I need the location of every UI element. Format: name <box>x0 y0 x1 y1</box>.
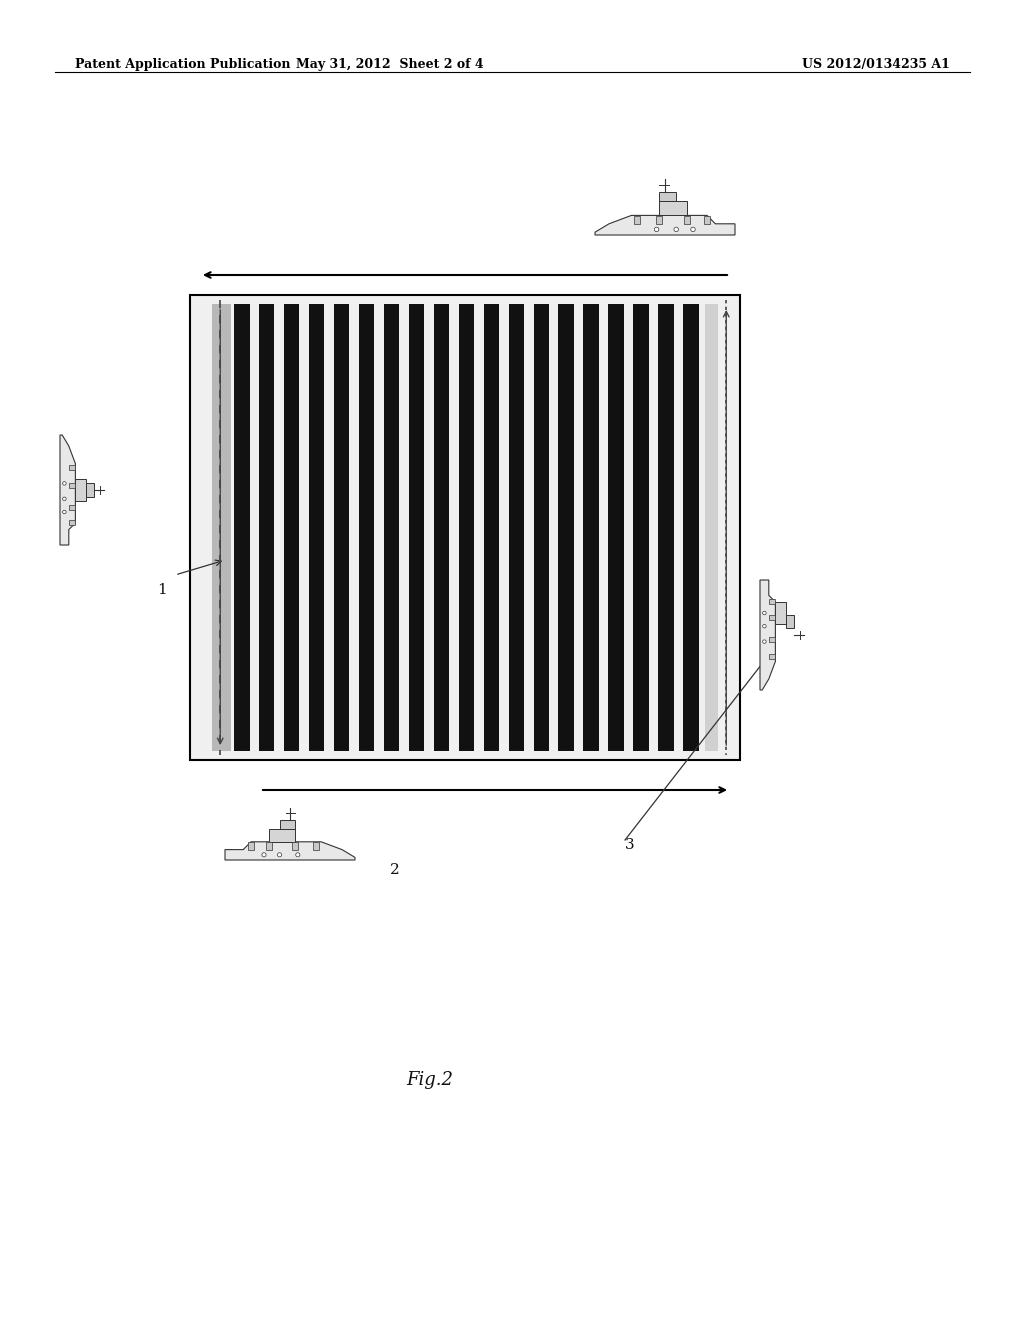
Bar <box>656 216 663 224</box>
Bar <box>86 483 94 496</box>
Circle shape <box>763 640 766 643</box>
Bar <box>608 305 624 751</box>
Circle shape <box>62 482 67 486</box>
Bar <box>384 305 399 751</box>
Bar <box>434 305 450 751</box>
Bar <box>659 191 676 202</box>
Bar <box>259 305 274 751</box>
Text: Patent Application Publication: Patent Application Publication <box>75 58 291 71</box>
Polygon shape <box>225 842 355 861</box>
Bar <box>634 216 640 224</box>
Bar <box>786 615 794 628</box>
Circle shape <box>674 227 679 231</box>
Bar <box>409 305 424 751</box>
Bar <box>769 636 775 642</box>
Circle shape <box>62 498 67 500</box>
Bar <box>769 615 775 619</box>
Circle shape <box>763 624 766 628</box>
Bar <box>769 655 775 659</box>
Bar <box>558 305 573 751</box>
Bar <box>584 305 599 751</box>
Bar <box>684 216 690 224</box>
Bar <box>190 294 740 760</box>
Circle shape <box>763 611 766 615</box>
Bar <box>633 305 649 751</box>
Bar <box>769 599 775 605</box>
Bar <box>775 602 786 624</box>
Bar <box>248 842 254 850</box>
Bar <box>292 842 298 850</box>
Circle shape <box>691 227 695 231</box>
Bar <box>69 520 75 525</box>
Bar <box>284 305 299 751</box>
Circle shape <box>654 227 658 231</box>
Bar <box>483 305 499 751</box>
Text: 3: 3 <box>625 838 635 851</box>
Text: 2: 2 <box>390 863 399 876</box>
Bar <box>309 305 325 751</box>
Bar <box>266 842 271 850</box>
Bar <box>280 820 295 829</box>
Bar <box>334 305 349 751</box>
Bar <box>683 305 698 751</box>
Bar <box>703 216 710 224</box>
Text: May 31, 2012  Sheet 2 of 4: May 31, 2012 Sheet 2 of 4 <box>296 58 483 71</box>
Text: US 2012/0134235 A1: US 2012/0134235 A1 <box>802 58 950 71</box>
Bar <box>358 305 375 751</box>
Bar <box>212 305 231 751</box>
Circle shape <box>62 511 67 513</box>
Bar <box>69 506 75 510</box>
Text: Fig.2: Fig.2 <box>407 1071 454 1089</box>
Bar <box>76 479 86 502</box>
Circle shape <box>296 853 300 857</box>
Polygon shape <box>760 579 775 690</box>
Circle shape <box>262 853 266 857</box>
Bar <box>69 466 75 470</box>
Bar <box>69 483 75 488</box>
Bar <box>459 305 474 751</box>
Polygon shape <box>60 436 76 545</box>
Bar <box>659 202 687 215</box>
Text: 1: 1 <box>157 583 167 597</box>
Circle shape <box>278 853 282 857</box>
Polygon shape <box>595 215 735 235</box>
Bar <box>534 305 549 751</box>
Bar <box>509 305 524 751</box>
Bar <box>658 305 674 751</box>
Bar <box>269 829 295 842</box>
Bar <box>706 305 718 751</box>
Bar <box>234 305 250 751</box>
Bar <box>313 842 318 850</box>
